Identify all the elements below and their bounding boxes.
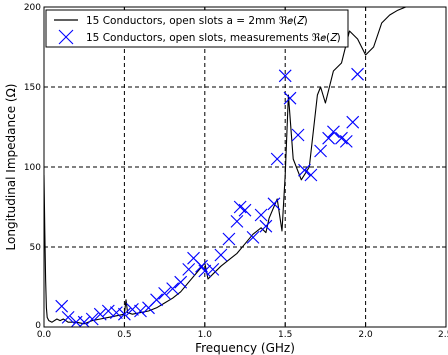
measurement-point: [304, 168, 318, 182]
measurement-point: [61, 311, 75, 324]
measurement-point: [230, 215, 244, 228]
measurement-point: [182, 263, 196, 276]
measurement-point: [339, 135, 353, 148]
y-tick-label: 100: [24, 163, 41, 173]
measurement-point: [351, 67, 364, 81]
x-tick-label: 2.0: [358, 330, 373, 340]
legend-entry-measurements: 15 Conductors, open slots, measurements …: [86, 32, 341, 44]
measurement-point: [238, 203, 252, 217]
measurement-point: [346, 115, 360, 129]
measurement-point: [93, 307, 107, 321]
measurement-point: [134, 304, 147, 318]
measurement-point: [77, 315, 91, 327]
measurement-point: [55, 299, 69, 313]
series-layer: [44, 7, 407, 327]
measurement-point: [278, 69, 292, 83]
legend-box: [45, 9, 349, 48]
grid-lines: [44, 7, 446, 327]
measurement-point: [314, 144, 327, 158]
measurement-point: [270, 152, 284, 166]
measurement-point: [126, 303, 139, 316]
plot-area: [44, 7, 407, 327]
measurement-point: [198, 264, 212, 278]
legend: 15 Conductors, open slots a = 2mm ℜ𝑒(𝑍) …: [45, 9, 349, 48]
measurement-point: [214, 248, 228, 262]
measurement-point: [158, 287, 171, 300]
axis-ticks: 0.0 0.5 1.0 1.5 2.0 2.5 0 50 100 150 200: [24, 3, 448, 340]
measurement-point: [291, 128, 305, 142]
legend-marker-sample: [58, 29, 74, 45]
measurement-point: [85, 312, 99, 326]
legend-entry-simulation: 15 Conductors, open slots a = 2mm ℜ𝑒(𝑍): [86, 15, 308, 27]
measurement-point: [298, 163, 311, 177]
measurement-point: [283, 91, 297, 105]
x-tick-label: 1.0: [198, 330, 213, 340]
measurement-point: [254, 208, 268, 222]
measurement-point: [206, 263, 220, 276]
measurement-point: [267, 197, 281, 211]
y-tick-label: 0: [35, 321, 41, 331]
x-tick-label: 0.0: [37, 330, 52, 340]
measurement-point: [174, 275, 188, 289]
measurement-point: [166, 282, 180, 295]
x-tick-label: 2.5: [438, 330, 448, 340]
measurement-point: [322, 131, 336, 145]
x-tick-label: 1.5: [278, 330, 292, 340]
measurement-point: [101, 304, 115, 318]
measurement-point: [327, 125, 340, 139]
y-tick-label: 50: [30, 243, 42, 253]
y-tick-label: 200: [24, 3, 41, 13]
measurement-point: [222, 232, 236, 246]
legend-x-marker: [58, 29, 74, 45]
measurement-point: [118, 307, 131, 321]
measurement-point: [109, 306, 123, 319]
y-axis-label: Longitudinal Impedance (Ω): [4, 84, 18, 251]
y-tick-label: 150: [24, 83, 41, 93]
measurement-point: [150, 293, 163, 307]
x-tick-label: 0.5: [117, 330, 131, 340]
measurement-point: [246, 231, 260, 244]
x-axis-label: Frequency (GHz): [195, 341, 295, 355]
measurement-point: [259, 219, 273, 233]
